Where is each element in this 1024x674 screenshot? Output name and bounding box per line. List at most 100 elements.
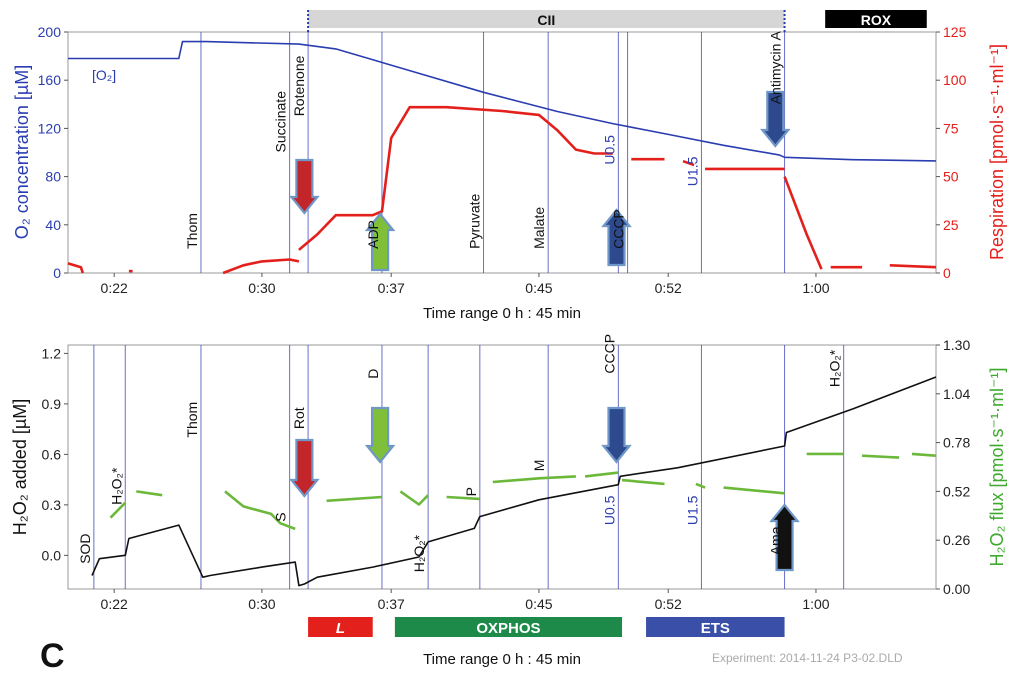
arrow-d (364, 406, 396, 464)
top-ticks: 0:22 0:30 0:37 0:45 0:52 1:00 0 40 80 120 160 200 0 2… (38, 24, 967, 296)
y-right-tick-label: 0.00 (943, 581, 970, 597)
series-line-respiration (783, 176, 823, 270)
arrow-adp (364, 212, 396, 272)
series-line-h-o-flux (492, 475, 576, 484)
x-tick-label: 0:30 (248, 596, 275, 612)
bottom-ticks: 0:22 0:30 0:37 0:45 0:52 1:00 0.0 0.3 0.6 0.9 1.2 0… (42, 337, 971, 612)
experiment-note: Experiment: 2014-11-24 P3-02.DLD (712, 651, 903, 665)
series-line-respiration (298, 105, 613, 251)
y-left-tick-label: 200 (38, 24, 62, 40)
series-line-h-o-added (91, 376, 937, 587)
bottom-phase-bars: L OXPHOS ETS (308, 617, 785, 637)
top-y-left-label: O₂ concentration [µM] (12, 65, 32, 239)
marker-label: H₂O₂* (827, 349, 843, 387)
phase-bar-label: OXPHOS (476, 620, 540, 637)
y-right-tick-label: 1.04 (943, 386, 970, 402)
x-tick-label: 0:52 (655, 596, 682, 612)
marker-label: U1.5 (685, 495, 701, 525)
y-left-tick-label: 0.9 (42, 396, 62, 412)
series-line-respiration (682, 159, 695, 167)
series-line-respiration (889, 264, 937, 269)
top-arrows (289, 90, 791, 272)
series-line-h-o-flux (862, 454, 900, 459)
bottom-arrows (289, 406, 800, 572)
series-line-h-o-flux (109, 501, 127, 519)
marker-label: ADP (365, 220, 381, 249)
bottom-marker-labels: SOD H₂O₂* Thom S Rot D H₂O₂* P M CCCP U0.5 U1.5 Ama H… (77, 334, 843, 572)
arrow-antimycin (760, 90, 791, 148)
phase-bar-oxphos (394, 617, 623, 637)
series-line-h-o-flux (224, 490, 296, 531)
panel-letter: C (40, 637, 65, 674)
marker-label: U1.5 (685, 156, 701, 186)
x-tick-label: 0:45 (525, 280, 552, 296)
series-line-h-o-flux (695, 482, 706, 489)
phase-bar-label: CII (537, 12, 555, 28)
bottom-marker-lines (93, 345, 845, 589)
series-line-respiration (222, 258, 300, 275)
series-line--o- (68, 40, 937, 162)
x-tick-label: 0:52 (655, 280, 682, 296)
bottom-x-label: Time range 0 h : 45 min (423, 651, 581, 668)
y-right-tick-label: 125 (943, 24, 967, 40)
series-line-h-o-flux (584, 471, 619, 478)
y-right-tick-label: 25 (943, 217, 959, 233)
marker-label: CCCP (601, 334, 617, 374)
bottom-y-right-label: H₂O₂ flux [pmol·s⁻¹·ml⁻¹] (987, 368, 1007, 567)
marker-label: CCCP (611, 209, 627, 249)
x-tick-label: 0:45 (525, 596, 552, 612)
bottom-series (91, 376, 937, 587)
y-left-tick-label: 0.0 (42, 547, 62, 563)
marker-label: Rotenone (291, 55, 307, 116)
x-tick-label: 0:37 (378, 280, 405, 296)
y-right-tick-label: 0.26 (943, 532, 970, 548)
series-line-respiration (67, 262, 85, 274)
y-left-tick-label: 0 (53, 265, 61, 281)
series-line-h-o-flux (399, 490, 430, 506)
y-right-tick-label: 100 (943, 72, 967, 88)
marker-label: P (463, 487, 479, 496)
arrow-cccp (601, 208, 632, 267)
y-left-tick-label: 120 (38, 120, 62, 136)
top-series (67, 40, 937, 275)
y-right-tick-label: 0.52 (943, 483, 970, 499)
x-tick-label: 1:00 (802, 280, 829, 296)
y-left-tick-label: 160 (38, 72, 62, 88)
series-line-h-o-flux (326, 495, 383, 503)
y-left-tick-label: 80 (45, 169, 61, 185)
series-line-h-o-flux (723, 486, 785, 495)
marker-label: Antimycin A (768, 31, 784, 105)
top-y-right-label: Respiration [pmol·s⁻¹·ml⁻¹] (987, 44, 1007, 260)
y-right-tick-label: 0 (943, 265, 951, 281)
y-right-tick-label: 50 (943, 169, 959, 185)
marker-label: U0.5 (601, 135, 617, 165)
marker-label: Pyruvate (467, 193, 483, 248)
phase-bar-label: ROX (861, 12, 892, 28)
y-right-tick-label: 75 (943, 120, 959, 136)
y-right-tick-label: 1.30 (943, 337, 970, 353)
y-left-tick-label: 0.3 (42, 497, 62, 513)
arrow-rotenone (289, 158, 320, 215)
bottom-panel: SOD H₂O₂* Thom S Rot D H₂O₂* P M CCCP U0.5 U1.5 Ama H… (10, 334, 1007, 668)
bottom-plot-area (67, 344, 937, 590)
marker-label: Rot (291, 407, 307, 429)
top-phase-bars: CII ROX (307, 10, 927, 32)
marker-label: M (531, 460, 547, 472)
y-left-tick-label: 1.2 (42, 345, 62, 361)
arrow-ama (769, 503, 800, 572)
o2-annotation: [O₂] (92, 67, 116, 83)
marker-label: SOD (77, 533, 93, 563)
phase-bar-ets (646, 617, 785, 637)
series-line-h-o-flux (621, 478, 665, 486)
phase-bar-l (308, 617, 373, 637)
top-plot-area (67, 31, 937, 274)
y-left-tick-label: 40 (45, 217, 61, 233)
phase-bar-cii (308, 10, 785, 28)
phase-bar-label: L (336, 620, 345, 637)
bottom-y-left-label: H₂O₂ added [µM] (10, 399, 30, 535)
series-line-h-o-flux (911, 452, 937, 457)
y-left-tick-label: 0.6 (42, 446, 62, 462)
marker-label: Thom (184, 213, 200, 249)
